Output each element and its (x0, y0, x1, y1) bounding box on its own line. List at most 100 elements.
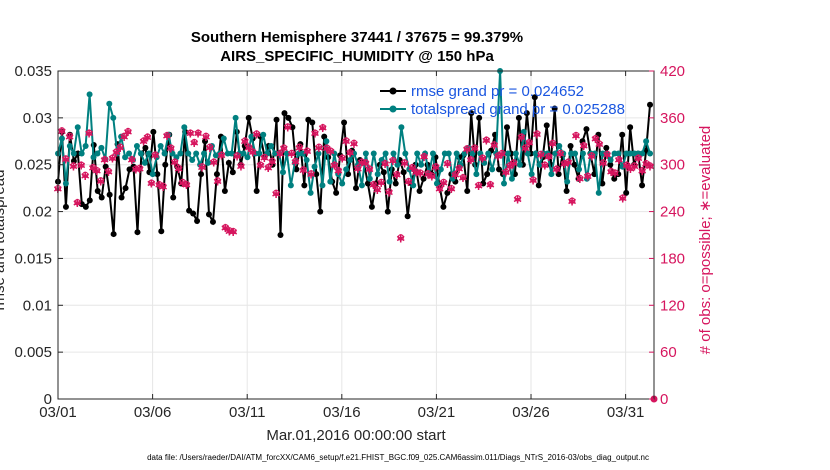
obs-evaluated-marker: ∗ (251, 126, 262, 141)
obs-evaluated-marker: ∗ (173, 161, 184, 176)
obs-possible-marker (148, 179, 155, 186)
obs-possible-marker (600, 159, 607, 166)
rmse-point (440, 203, 447, 210)
obs-possible-marker (545, 152, 553, 160)
rmse-point (170, 194, 177, 201)
obs-evaluated-marker: ∗ (290, 154, 301, 169)
obs-evaluated-marker: ∗ (115, 140, 126, 155)
rmse-point (464, 187, 471, 194)
totalspread-point (244, 154, 251, 161)
legend-totalspread-marker (389, 105, 397, 113)
obs-evaluated-marker: ∗ (384, 184, 395, 199)
obs-evaluated-marker: ∗ (547, 136, 558, 151)
obs-evaluated-marker: ∗ (368, 177, 379, 192)
obs-possible-marker (646, 162, 654, 169)
rmse-point (301, 182, 308, 189)
data-file-footer: data file: /Users/raeder/DAI/ATM_forcXX/… (147, 453, 649, 462)
totalspread-point (307, 189, 314, 196)
rmse-point (567, 142, 574, 149)
obs-possible-marker (323, 144, 330, 151)
rmse-point (190, 210, 197, 217)
obs-evaluated-marker: ∗ (169, 155, 180, 170)
obs-possible-marker (572, 131, 580, 139)
obs-possible-marker (140, 137, 147, 144)
obs-evaluated-marker: ∗ (181, 177, 192, 192)
totalspread-point (591, 150, 598, 157)
totalspread-point (643, 138, 650, 145)
rmse-point (154, 171, 161, 178)
obs-possible-marker (615, 156, 623, 163)
obs-evaluated-marker: ∗ (267, 154, 278, 169)
obs-evaluated-marker: ∗ (399, 155, 410, 170)
totalspread-point (647, 150, 654, 157)
totalspread-point (410, 182, 417, 189)
obs-evaluated-marker: ∗ (528, 173, 539, 188)
obs-evaluated-marker: ∗ (536, 147, 547, 162)
totalspread-point (193, 150, 200, 157)
obs-evaluated-marker: ∗ (255, 158, 266, 173)
rmse-point (639, 182, 646, 189)
rmse-point (603, 144, 610, 151)
obs-evaluated-marker: ∗ (314, 140, 325, 155)
obs-possible-marker (327, 147, 334, 154)
obs-evaluated-marker: ∗ (450, 167, 461, 182)
obs-possible-marker (74, 198, 81, 206)
obs-evaluated-marker: ∗ (613, 152, 624, 167)
y-axis-label: rmse and totalspread (0, 170, 8, 311)
totalspread-point (453, 150, 460, 157)
obs-evaluated-marker: ∗ (477, 151, 488, 166)
obs-evaluated-marker: ∗ (395, 230, 406, 245)
obs-evaluated-marker: ∗ (512, 191, 523, 206)
totalspread-point (398, 124, 405, 131)
x-tick-label: 03/26 (512, 404, 550, 421)
totalspread-point (106, 100, 113, 107)
y-right-tick-label: 120 (660, 297, 685, 314)
totalspread-point (110, 114, 117, 121)
obs-evaluated-marker: ∗ (60, 151, 71, 166)
obs-evaluated-marker: ∗ (407, 160, 418, 175)
rmse-point (142, 144, 149, 151)
obs-possible-marker (514, 195, 521, 202)
obs-evaluated-marker: ∗ (95, 173, 106, 188)
obs-evaluated-marker: ∗ (204, 140, 215, 155)
totalspread-point (299, 150, 306, 157)
y-tick-label: 0 (44, 391, 52, 408)
y-right-tick-label: 300 (660, 157, 685, 174)
rmse-point (202, 138, 209, 145)
obs-evaluated-marker: ∗ (243, 140, 254, 155)
totalspread-point (248, 133, 255, 140)
obs-evaluated-marker: ∗ (212, 173, 223, 188)
obs-evaluated-marker: ∗ (610, 166, 621, 181)
obs-evaluated-marker: ∗ (216, 148, 227, 163)
totalspread-point (473, 171, 480, 178)
obs-possible-marker (156, 181, 163, 188)
obs-possible-marker (502, 168, 510, 175)
obs-possible-marker (311, 129, 319, 136)
obs-evaluated-marker: ∗ (333, 163, 344, 178)
legend: rmse grand pr = 0.024652 totalspread gra… (380, 83, 625, 118)
obs-possible-marker (288, 149, 295, 157)
rmse-point (619, 131, 626, 138)
obs-evaluated-marker: ∗ (411, 165, 422, 180)
totalspread-point (358, 182, 365, 189)
x-axis-label: Mar.01,2016 00:00:00 start (266, 427, 446, 444)
totalspread-point (319, 182, 326, 189)
totalspread-point (327, 178, 334, 185)
totalspread-point (82, 142, 89, 149)
y-axis-right: 0 60 120 180 240 300 360 420 (649, 63, 685, 408)
obs-evaluated-marker: ∗ (306, 166, 317, 181)
obs-evaluated-marker: ∗ (99, 152, 110, 167)
obs-evaluated-marker: ∗ (508, 155, 519, 170)
rmse-point (583, 126, 590, 133)
obs-possible-marker (109, 154, 116, 161)
obs-evaluated-marker: ∗ (430, 159, 441, 174)
rmse-point (229, 169, 236, 176)
totalspread-point (564, 178, 571, 185)
totalspread-point (469, 150, 476, 157)
rmse-point (317, 208, 324, 215)
rmse-point (380, 169, 387, 176)
obs-possible-marker (370, 181, 377, 188)
obs-possible-marker (374, 185, 381, 193)
obs-evaluated-marker: ∗ (208, 155, 219, 170)
obs-evaluated-marker: ∗ (645, 158, 656, 173)
